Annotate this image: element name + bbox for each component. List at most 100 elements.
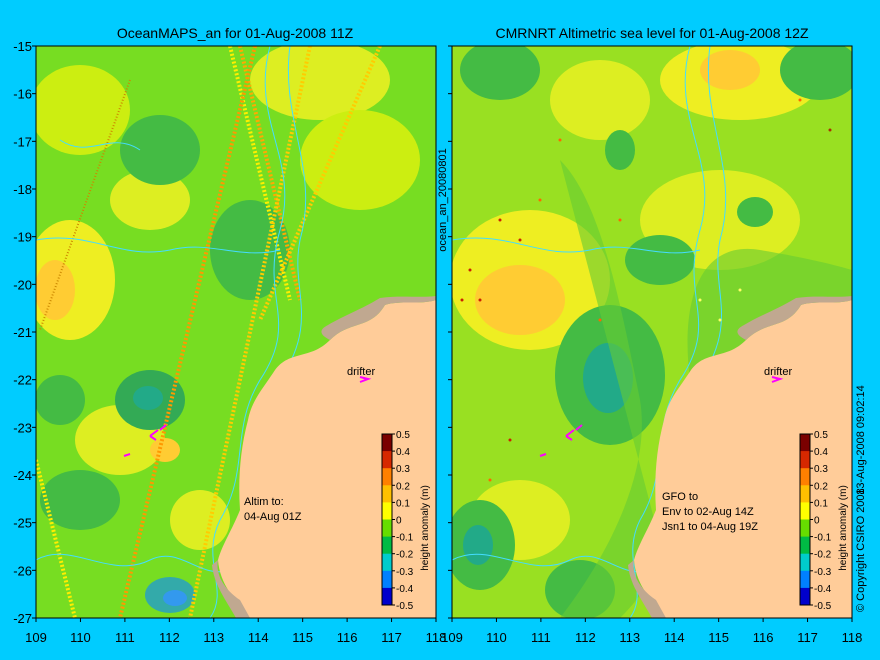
y-tick-label: -15 — [13, 39, 32, 54]
x-tick-label: 118 — [842, 630, 863, 645]
y-tick-label: -18 — [13, 182, 32, 197]
colorbar-segment — [800, 536, 810, 555]
x-tick-label: 109 — [441, 630, 463, 645]
left-colorbar-label: height anomaly (m) — [420, 485, 431, 571]
y-tick-label: -16 — [13, 87, 32, 102]
colorbar-segment — [800, 587, 810, 606]
colorbar-tick-label: 0.4 — [814, 447, 828, 458]
colorbar-tick-label: -0.2 — [396, 550, 414, 561]
colorbar-segment — [382, 587, 392, 606]
colorbar-tick-label: -0.4 — [396, 584, 414, 595]
x-tick-label: 114 — [248, 630, 269, 645]
colorbar-tick-label: 0.2 — [396, 481, 410, 492]
colorbar-tick-label: 0.3 — [396, 464, 410, 475]
y-tick-label: -19 — [13, 230, 32, 245]
right-australia-landmass — [634, 300, 852, 618]
colorbar-tick-label: 0.5 — [814, 430, 828, 441]
x-tick-label: 111 — [531, 630, 551, 645]
x-tick-label: 110 — [486, 630, 507, 645]
colorbar-segment — [800, 485, 810, 503]
colorbar-segment — [382, 519, 392, 538]
colorbar-tick-label: 0 — [814, 516, 820, 527]
x-tick-label: 111 — [115, 630, 135, 645]
x-tick-label: 109 — [25, 630, 47, 645]
middle-file-label: ocean_an_20080801 — [437, 148, 449, 251]
y-tick-label: -26 — [13, 563, 32, 578]
left-coastal-shelf — [321, 296, 436, 340]
colorbar-tick-label: 0.4 — [396, 447, 410, 458]
colorbar-tick-label: 0.2 — [814, 481, 828, 492]
colorbar-segment — [800, 570, 810, 589]
y-tick-label: -27 — [13, 611, 32, 626]
left-panel-title: OceanMAPS_an for 01-Aug-2008 11Z — [117, 25, 354, 41]
left-x-axis-ticks: 109 110 111 112 113 114 115 116 117 118 — [25, 618, 446, 645]
x-tick-label: 115 — [292, 630, 313, 645]
colorbar-segment — [800, 502, 810, 520]
colorbar-tick-label: 0 — [396, 516, 402, 527]
colorbar-tick-label: -0.2 — [814, 550, 832, 561]
colorbar-tick-label: 0.1 — [396, 498, 410, 509]
x-tick-label: 117 — [797, 630, 818, 645]
colorbar-tick-label: -0.3 — [814, 567, 832, 578]
right-panel-title: CMRNRT Altimetric sea level for 01-Aug-2… — [495, 25, 809, 41]
right-x-axis-ticks: 109 110 111 112 113 114 115 116 117 118 — [441, 618, 862, 645]
colorbar-segment — [382, 553, 392, 572]
colorbar-segment — [800, 519, 810, 538]
colorbar-tick-label: -0.5 — [396, 601, 414, 612]
colorbar-segment — [382, 434, 392, 452]
colorbar-tick-label: -0.4 — [814, 584, 832, 595]
colorbar-tick-label: -0.1 — [396, 533, 414, 544]
x-tick-label: 115 — [708, 630, 729, 645]
right-gfo-line-2: Env to 02-Aug 14Z — [662, 506, 754, 518]
colorbar-tick-label: 0.1 — [814, 498, 828, 509]
colorbar-segment — [382, 570, 392, 589]
colorbar-tick-label: -0.5 — [814, 601, 832, 612]
left-drifter-track — [123, 376, 372, 457]
right-drifter-label: drifter — [764, 366, 792, 378]
x-tick-label: 116 — [337, 630, 358, 645]
left-negative-anomaly-patches — [36, 115, 290, 613]
right-colorbar: 0.5 0.4 0.3 0.2 0.1 0 -0.1 -0.2 -0.3 -0.4 -0.5 — [799, 430, 832, 612]
x-tick-label: 118 — [426, 630, 447, 645]
y-tick-label: -22 — [13, 373, 32, 388]
right-gfo-line-1: GFO to — [662, 491, 698, 503]
colorbar-segment — [382, 485, 392, 503]
right-map-panel — [452, 46, 852, 618]
colorbar-tick-label: -0.3 — [396, 567, 414, 578]
colorbar-segment — [800, 451, 810, 469]
left-altim-line-1: Altim to: — [244, 496, 284, 508]
x-tick-label: 116 — [753, 630, 774, 645]
copyright-label: © Copyright CSIRO 2008 — [855, 488, 867, 612]
colorbar-segment — [382, 451, 392, 469]
left-map-panel — [36, 46, 436, 618]
colorbar-segment — [382, 468, 392, 486]
right-coastal-shelf — [737, 296, 852, 340]
right-y-axis-ticks — [448, 45, 452, 619]
y-tick-label: -20 — [13, 277, 32, 292]
right-colorbar-label: height anomaly (m) — [838, 485, 849, 571]
colorbar-tick-label: -0.1 — [814, 533, 832, 544]
colorbar-segment — [382, 536, 392, 555]
colorbar-segment — [800, 553, 810, 572]
x-tick-label: 112 — [159, 630, 180, 645]
colorbar-tick-label: 0.5 — [396, 430, 410, 441]
y-tick-label: -24 — [13, 468, 32, 483]
left-altim-line-2: 04-Aug 01Z — [244, 511, 302, 523]
left-colorbar: 0.5 0.4 0.3 0.2 0.1 0 -0.1 -0.2 -0.3 -0.4 -0.5 — [381, 430, 414, 612]
left-y-axis-ticks: -15 -16 -17 -18 -19 -20 -21 -22 -23 -24 -25 -26 -27 — [13, 39, 36, 626]
right-drifter-track — [539, 376, 784, 457]
colorbar-tick-label: 0.3 — [814, 464, 828, 475]
colorbar-segment — [382, 502, 392, 520]
x-tick-label: 112 — [575, 630, 596, 645]
y-tick-label: -25 — [13, 516, 32, 531]
x-tick-label: 113 — [203, 630, 224, 645]
x-tick-label: 114 — [664, 630, 685, 645]
y-tick-label: -17 — [13, 134, 32, 149]
left-drifter-label: drifter — [347, 366, 375, 378]
right-gfo-line-3: Jsn1 to 04-Aug 19Z — [662, 521, 758, 533]
y-tick-label: -21 — [13, 325, 32, 340]
y-tick-label: -23 — [13, 420, 32, 435]
right-altimeter-points — [460, 98, 832, 482]
left-altimeter-tracks — [36, 46, 382, 618]
